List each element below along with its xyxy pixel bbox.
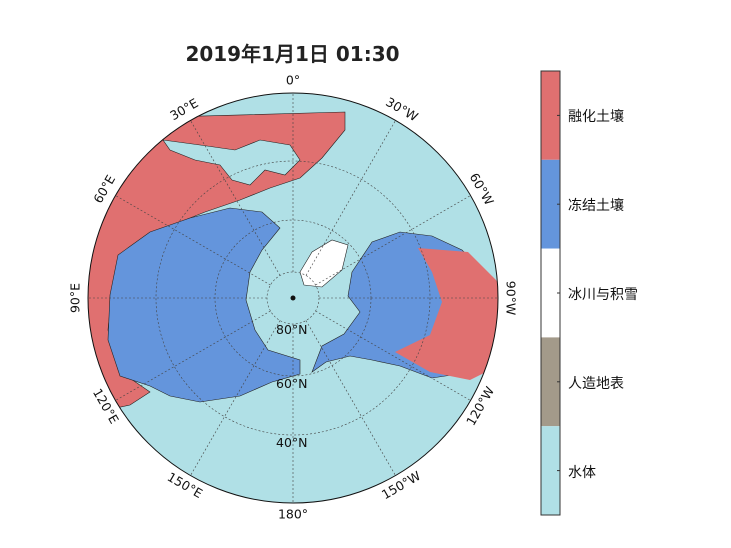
north-america-thawed-soil xyxy=(395,248,498,380)
colorbar-segment xyxy=(541,159,560,249)
meridian-line xyxy=(190,320,281,476)
meridian-line xyxy=(315,195,471,286)
colorbar-segment xyxy=(541,71,560,160)
map-boundary xyxy=(87,92,499,504)
mediterranean-sea xyxy=(162,139,301,186)
colorbar-label: 人造地表 xyxy=(568,375,624,392)
map-title: 2019年1月1日 01:30 xyxy=(185,42,400,66)
meridian-label: 0° xyxy=(286,73,300,88)
colorbar-segment xyxy=(541,426,560,515)
colorbar-segment xyxy=(541,337,560,427)
graticule xyxy=(88,93,498,503)
colorbar-label: 冻结土壤 xyxy=(568,198,624,215)
meridian-label: 180° xyxy=(278,507,308,522)
meridian-line xyxy=(190,120,281,276)
meridian-line xyxy=(305,320,396,476)
colorbar-label: 冰川与积雪 xyxy=(568,287,638,303)
colorbar-label: 融化土壤 xyxy=(568,109,624,126)
meridian-line xyxy=(315,310,471,401)
meridian-line xyxy=(115,195,271,286)
greenland-ice xyxy=(299,239,349,288)
meridian-line xyxy=(115,310,271,401)
colorbar-frame xyxy=(540,70,561,516)
colorbar-label: 水体 xyxy=(568,464,596,481)
colorbar xyxy=(540,70,561,516)
eurasia-frozen-soil xyxy=(107,207,301,403)
north-pole-marker xyxy=(290,295,296,301)
meridian-line xyxy=(305,120,396,276)
parallel-label-80n: 80°N xyxy=(276,322,308,337)
meridian-label: 90°E xyxy=(68,283,83,313)
parallel-label-40n: 40°N xyxy=(276,435,308,450)
meridian-label: 90°W xyxy=(504,281,519,316)
parallel-label-60n: 60°N xyxy=(276,376,308,391)
colorbar-segment xyxy=(541,248,560,338)
